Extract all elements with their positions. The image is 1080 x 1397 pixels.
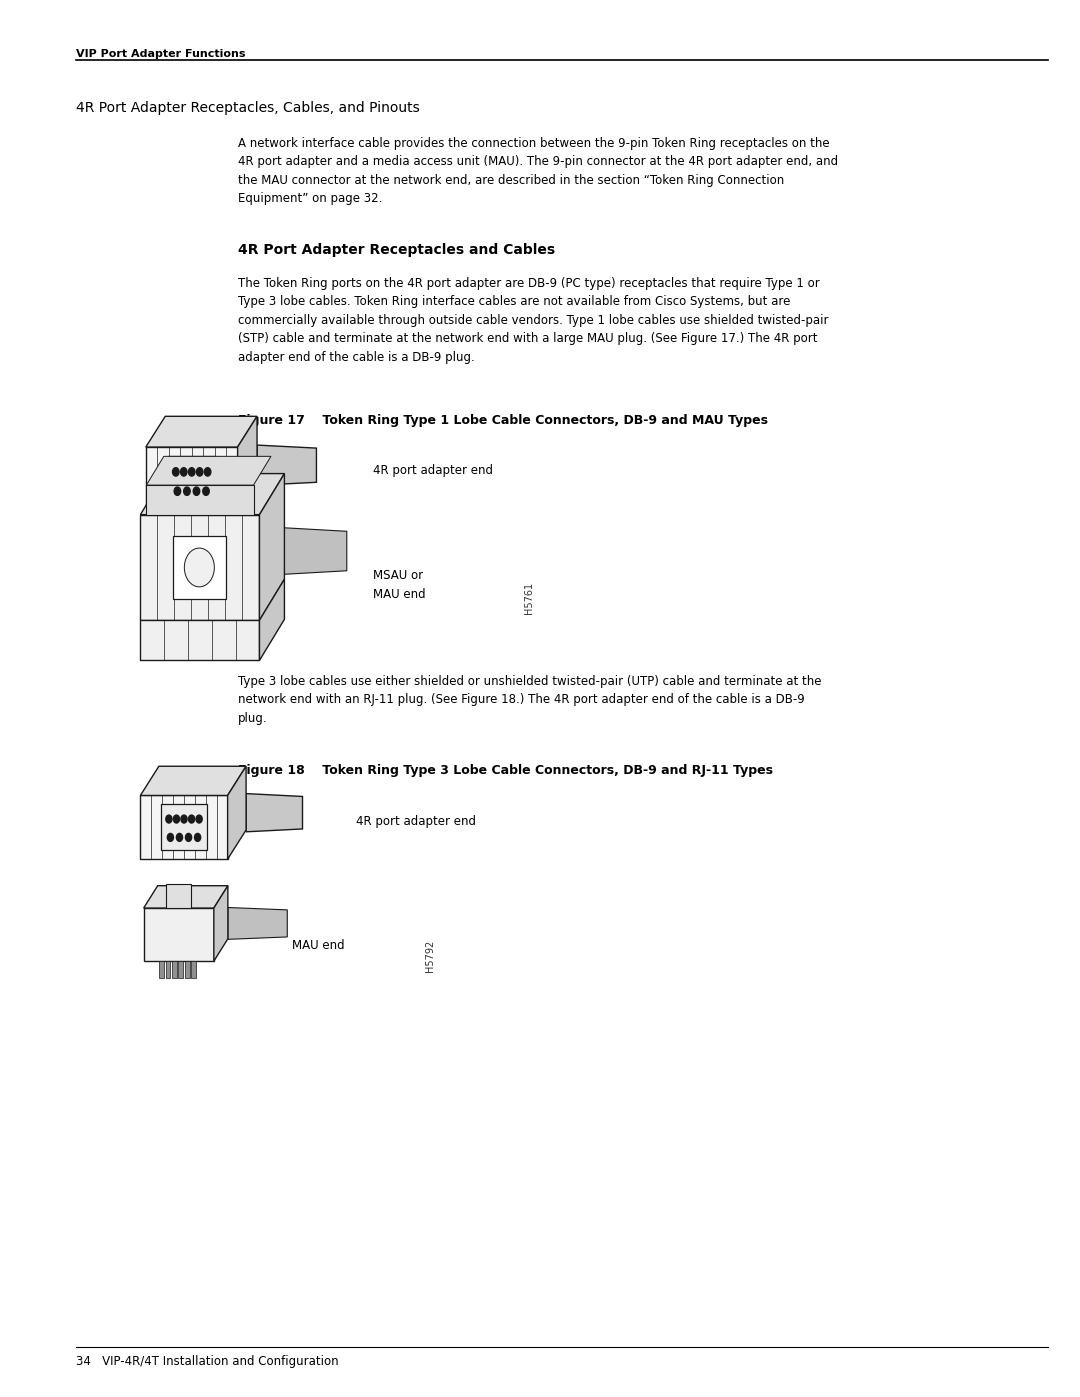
- Text: Type 3 lobe cables use either shielded or unshielded twisted-pair (UTP) cable an: Type 3 lobe cables use either shielded o…: [238, 675, 821, 725]
- Text: Figure 18    Token Ring Type 3 Lobe Cable Connectors, DB-9 and RJ-11 Types: Figure 18 Token Ring Type 3 Lobe Cable C…: [238, 764, 772, 777]
- Polygon shape: [246, 793, 302, 831]
- Polygon shape: [161, 805, 206, 851]
- Polygon shape: [167, 457, 216, 504]
- Polygon shape: [140, 766, 246, 795]
- Circle shape: [184, 488, 190, 496]
- Circle shape: [194, 834, 201, 841]
- Circle shape: [189, 814, 194, 823]
- Circle shape: [197, 814, 202, 823]
- Circle shape: [176, 834, 183, 841]
- Polygon shape: [140, 474, 284, 514]
- Polygon shape: [140, 620, 259, 661]
- Circle shape: [173, 468, 179, 476]
- Polygon shape: [191, 961, 197, 978]
- Circle shape: [166, 814, 172, 823]
- Polygon shape: [228, 766, 246, 859]
- Circle shape: [180, 468, 187, 476]
- Circle shape: [181, 814, 187, 823]
- Text: MAU end: MAU end: [292, 939, 345, 953]
- Polygon shape: [144, 886, 228, 908]
- Polygon shape: [146, 447, 238, 514]
- Text: H5792: H5792: [424, 939, 435, 972]
- Circle shape: [186, 834, 191, 841]
- Polygon shape: [159, 961, 164, 978]
- Polygon shape: [214, 886, 228, 961]
- Polygon shape: [228, 908, 287, 939]
- Text: MSAU or
MAU end: MSAU or MAU end: [373, 570, 426, 601]
- Polygon shape: [165, 961, 171, 978]
- Circle shape: [174, 488, 180, 496]
- Polygon shape: [147, 485, 254, 514]
- Circle shape: [193, 488, 200, 496]
- Text: 4R port adapter end: 4R port adapter end: [356, 814, 476, 828]
- Polygon shape: [140, 795, 228, 859]
- Polygon shape: [147, 457, 271, 485]
- Text: Figure 17    Token Ring Type 1 Lobe Cable Connectors, DB-9 and MAU Types: Figure 17 Token Ring Type 1 Lobe Cable C…: [238, 414, 768, 426]
- Polygon shape: [238, 416, 257, 514]
- Circle shape: [167, 834, 174, 841]
- Text: 4R Port Adapter Receptacles, Cables, and Pinouts: 4R Port Adapter Receptacles, Cables, and…: [76, 101, 419, 115]
- Polygon shape: [259, 580, 284, 661]
- Text: VIP Port Adapter Functions: VIP Port Adapter Functions: [76, 49, 245, 59]
- Text: A network interface cable provides the connection between the 9-pin Token Ring r: A network interface cable provides the c…: [238, 137, 838, 205]
- Text: 34   VIP-4R/4T Installation and Configuration: 34 VIP-4R/4T Installation and Configurat…: [76, 1355, 338, 1368]
- Polygon shape: [146, 416, 257, 447]
- Polygon shape: [257, 446, 316, 485]
- Polygon shape: [166, 884, 191, 908]
- Polygon shape: [172, 961, 177, 978]
- Circle shape: [197, 468, 203, 476]
- Polygon shape: [284, 528, 347, 574]
- Polygon shape: [185, 961, 190, 978]
- Polygon shape: [144, 908, 214, 961]
- Circle shape: [185, 548, 214, 587]
- Text: The Token Ring ports on the 4R port adapter are DB-9 (PC type) receptacles that : The Token Ring ports on the 4R port adap…: [238, 277, 828, 363]
- Text: 4R port adapter end: 4R port adapter end: [373, 464, 492, 478]
- Polygon shape: [178, 961, 184, 978]
- Text: H5761: H5761: [524, 583, 535, 613]
- Polygon shape: [173, 536, 226, 599]
- Circle shape: [203, 488, 210, 496]
- Text: 4R Port Adapter Receptacles and Cables: 4R Port Adapter Receptacles and Cables: [238, 243, 555, 257]
- Polygon shape: [259, 474, 284, 620]
- Circle shape: [189, 468, 195, 476]
- Polygon shape: [140, 514, 259, 620]
- Circle shape: [204, 468, 211, 476]
- Circle shape: [174, 814, 179, 823]
